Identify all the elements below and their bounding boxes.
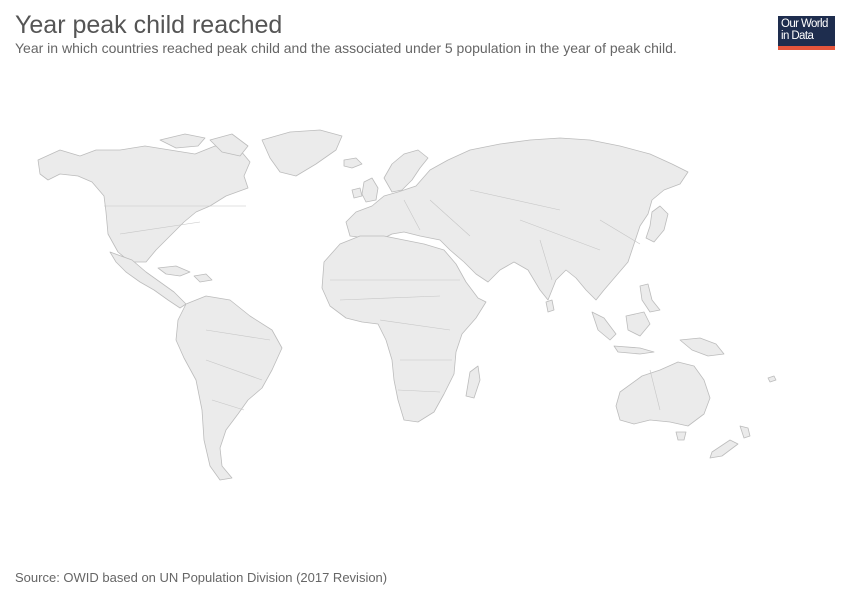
region-japan[interactable]	[645, 205, 669, 243]
region-sri-lanka[interactable]	[545, 299, 555, 313]
chart-subtitle: Year in which countries reached peak chi…	[15, 40, 677, 56]
region-hispaniola[interactable]	[193, 273, 213, 283]
region-ireland[interactable]	[351, 187, 363, 199]
region-pacific-islands[interactable]	[767, 375, 777, 383]
region-madagascar[interactable]	[465, 365, 481, 399]
region-eurasia[interactable]	[345, 137, 689, 301]
world-map[interactable]	[0, 110, 850, 510]
region-tasmania[interactable]	[675, 431, 687, 441]
region-new-zealand-south[interactable]	[709, 439, 739, 459]
region-new-guinea[interactable]	[679, 337, 725, 357]
region-java[interactable]	[613, 345, 655, 355]
logo-accent-bar	[778, 46, 835, 50]
region-philippines[interactable]	[639, 283, 661, 313]
region-baffin-island[interactable]	[209, 133, 249, 157]
world-map-svg	[37, 129, 777, 481]
region-north-america[interactable]	[37, 145, 251, 263]
region-borneo[interactable]	[625, 311, 651, 337]
country-borders	[104, 189, 661, 411]
owid-logo[interactable]: Our World in Data	[778, 16, 835, 50]
region-greenland[interactable]	[261, 129, 343, 177]
region-sumatra[interactable]	[591, 311, 617, 341]
region-central-america[interactable]	[109, 251, 187, 309]
region-iceland[interactable]	[343, 157, 363, 169]
logo-text-line2: in Data	[781, 30, 814, 42]
region-great-britain[interactable]	[361, 177, 379, 203]
region-new-zealand-north[interactable]	[739, 425, 751, 439]
region-arctic-islands[interactable]	[159, 133, 206, 149]
region-scandinavia[interactable]	[383, 149, 429, 193]
source-note: Source: OWID based on UN Population Divi…	[15, 570, 388, 585]
region-south-america[interactable]	[175, 295, 283, 481]
region-africa[interactable]	[321, 235, 487, 423]
chart-title: Year peak child reached	[15, 11, 283, 39]
region-australia[interactable]	[615, 361, 711, 427]
logo-text-line1: Our World	[781, 18, 828, 30]
region-caribbean[interactable]	[157, 265, 191, 277]
